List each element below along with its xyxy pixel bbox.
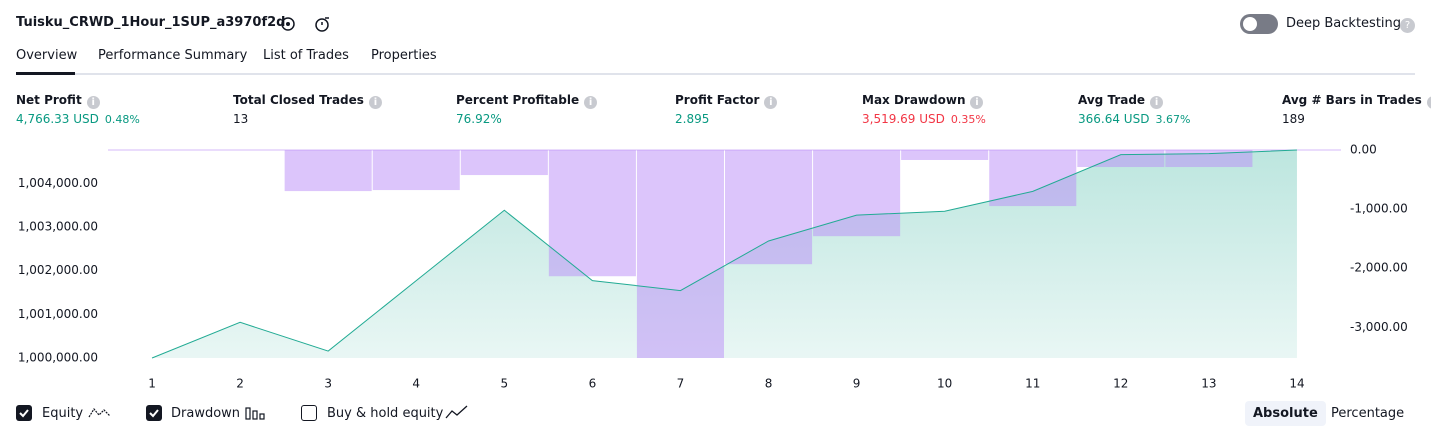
- metric-value: 189: [1282, 112, 1305, 126]
- metric-value-text: 189: [1282, 112, 1305, 126]
- x-tick-label: 10: [937, 377, 952, 391]
- tab[interactable]: Overview: [16, 48, 78, 63]
- drawdown-bar: [989, 150, 1077, 207]
- legend-label: Equity: [42, 406, 84, 421]
- info-icon: i: [584, 96, 598, 109]
- y-tick-label: 1,002,000.00: [18, 263, 98, 277]
- metric-label-text: Avg # Bars in Trades: [1282, 93, 1422, 107]
- x-tick-label: 4: [412, 377, 420, 391]
- toggle-label: Deep Backtesting: [1286, 16, 1402, 31]
- drawdown-bar: [1077, 150, 1165, 168]
- y-tick-label: 1,001,000.00: [18, 307, 98, 321]
- metric-label: Max Drawdown i: [862, 93, 984, 109]
- legend-label: Drawdown: [171, 406, 241, 421]
- metric-label-text: Profit Factor: [675, 93, 760, 107]
- info-icon: i: [1426, 96, 1431, 109]
- metric-label-text: Total Closed Trades: [233, 93, 364, 107]
- y2-tick-label: -1,000.00: [1350, 202, 1408, 216]
- buy-hold-checkbox[interactable]: [301, 405, 317, 421]
- metric-value: 366.64 USD 3.67%: [1078, 112, 1190, 126]
- y2-tick-label: -2,000.00: [1350, 261, 1408, 275]
- x-tick-label: 9: [853, 377, 861, 391]
- metric-label: Net Profit i: [16, 93, 100, 109]
- x-tick-label: 13: [1201, 377, 1216, 391]
- metric-sub: 3.67%: [1155, 113, 1191, 126]
- metric-value-text: 4,766.33 USD: [16, 112, 99, 126]
- metric-label: Profit Factor i: [675, 93, 778, 109]
- metric-value: 13: [233, 112, 248, 126]
- active-tab-underline: [16, 72, 75, 75]
- metric-value-text: 2.895: [675, 112, 710, 126]
- deep-backtesting-toggle[interactable]: [1240, 14, 1278, 34]
- metric-label-text: Net Profit: [16, 93, 82, 107]
- drawdown-bar: [725, 150, 813, 265]
- equity-icon: [88, 407, 111, 418]
- buy-hold-icon: [445, 405, 468, 419]
- y2-tick-label: -3,000.00: [1350, 320, 1408, 334]
- metric-value: 76.92%: [456, 112, 502, 126]
- metric-value: 2.895: [675, 112, 709, 126]
- x-tick-label: 2: [236, 377, 244, 391]
- drawdown-bar: [284, 150, 372, 192]
- metric-label: Avg # Bars in Trades i: [1282, 93, 1431, 109]
- tab[interactable]: Properties: [371, 48, 437, 63]
- x-tick-label: 12: [1113, 377, 1128, 391]
- info-icon: i: [86, 96, 100, 109]
- drawdown-bar: [813, 150, 901, 237]
- legend-label: Buy & hold equity: [327, 406, 444, 421]
- info-icon: i: [1150, 96, 1164, 109]
- metric-value-text: 76.92%: [456, 112, 502, 126]
- drawdown-icon: [245, 407, 265, 420]
- metric-label-text: Percent Profitable: [456, 93, 580, 107]
- info-icon: i: [970, 96, 984, 109]
- drawdown-bar: [460, 150, 548, 176]
- x-tick-label: 5: [501, 377, 509, 391]
- y2-tick-label: 0.00: [1350, 143, 1377, 157]
- x-tick-label: 3: [324, 377, 332, 391]
- equity-checkbox[interactable]: [16, 405, 32, 421]
- x-tick-label: 14: [1289, 377, 1304, 391]
- drawdown-bar: [372, 150, 460, 191]
- y-tick-label: 1,000,000.00: [18, 351, 98, 365]
- mode-button[interactable]: Absolute: [1245, 401, 1326, 426]
- metric-label: Avg Trade i: [1078, 93, 1164, 109]
- metric-value-text: 13: [233, 112, 249, 126]
- title-icons: [281, 17, 329, 32]
- strategy-title: Tuisku_CRWD_1Hour_1SUP_a3970f2d: [16, 15, 286, 30]
- drawdown-checkbox[interactable]: [146, 405, 162, 421]
- metric-sub: 0.48%: [104, 113, 140, 126]
- tab[interactable]: List of Trades: [263, 48, 349, 63]
- equity-line: [151, 149, 1297, 359]
- metric-label-text: Avg Trade: [1078, 93, 1146, 107]
- drawdown-bar: [548, 150, 636, 277]
- y-tick-label: 1,003,000.00: [18, 220, 98, 234]
- y-tick-label: 1,004,000.00: [18, 176, 98, 190]
- tab[interactable]: Performance Summary: [98, 48, 248, 63]
- drawdown-bar: [636, 150, 724, 358]
- info-icon: i: [368, 96, 382, 109]
- metric-value: 3,519.69 USD 0.35%: [862, 112, 986, 126]
- drawdown-bar: [901, 150, 989, 160]
- help-icon[interactable]: ?: [1400, 18, 1415, 33]
- tab-divider: [16, 73, 1415, 75]
- metric-value-text: 366.64 USD: [1078, 112, 1150, 126]
- x-tick-label: 7: [677, 377, 685, 391]
- metric-label-text: Max Drawdown: [862, 93, 966, 107]
- info-icon: i: [764, 96, 778, 109]
- chart: 1,000,000.00 1,001,000.00 1,002,000.00 1,00…: [18, 143, 1408, 391]
- metric-value: 4,766.33 USD 0.48%: [16, 112, 140, 126]
- x-tick-label: 11: [1025, 377, 1040, 391]
- x-tick-label: 6: [589, 377, 597, 391]
- metric-label: Total Closed Trades i: [233, 93, 382, 109]
- metric-sub: 0.35%: [950, 113, 986, 126]
- x-tick-label: 8: [765, 377, 773, 391]
- mode-button[interactable]: Percentage: [1331, 406, 1405, 421]
- metric-value-text: 3,519.69 USD: [862, 112, 945, 126]
- metric-label: Percent Profitable i: [456, 93, 598, 109]
- x-tick-label: 1: [148, 377, 156, 391]
